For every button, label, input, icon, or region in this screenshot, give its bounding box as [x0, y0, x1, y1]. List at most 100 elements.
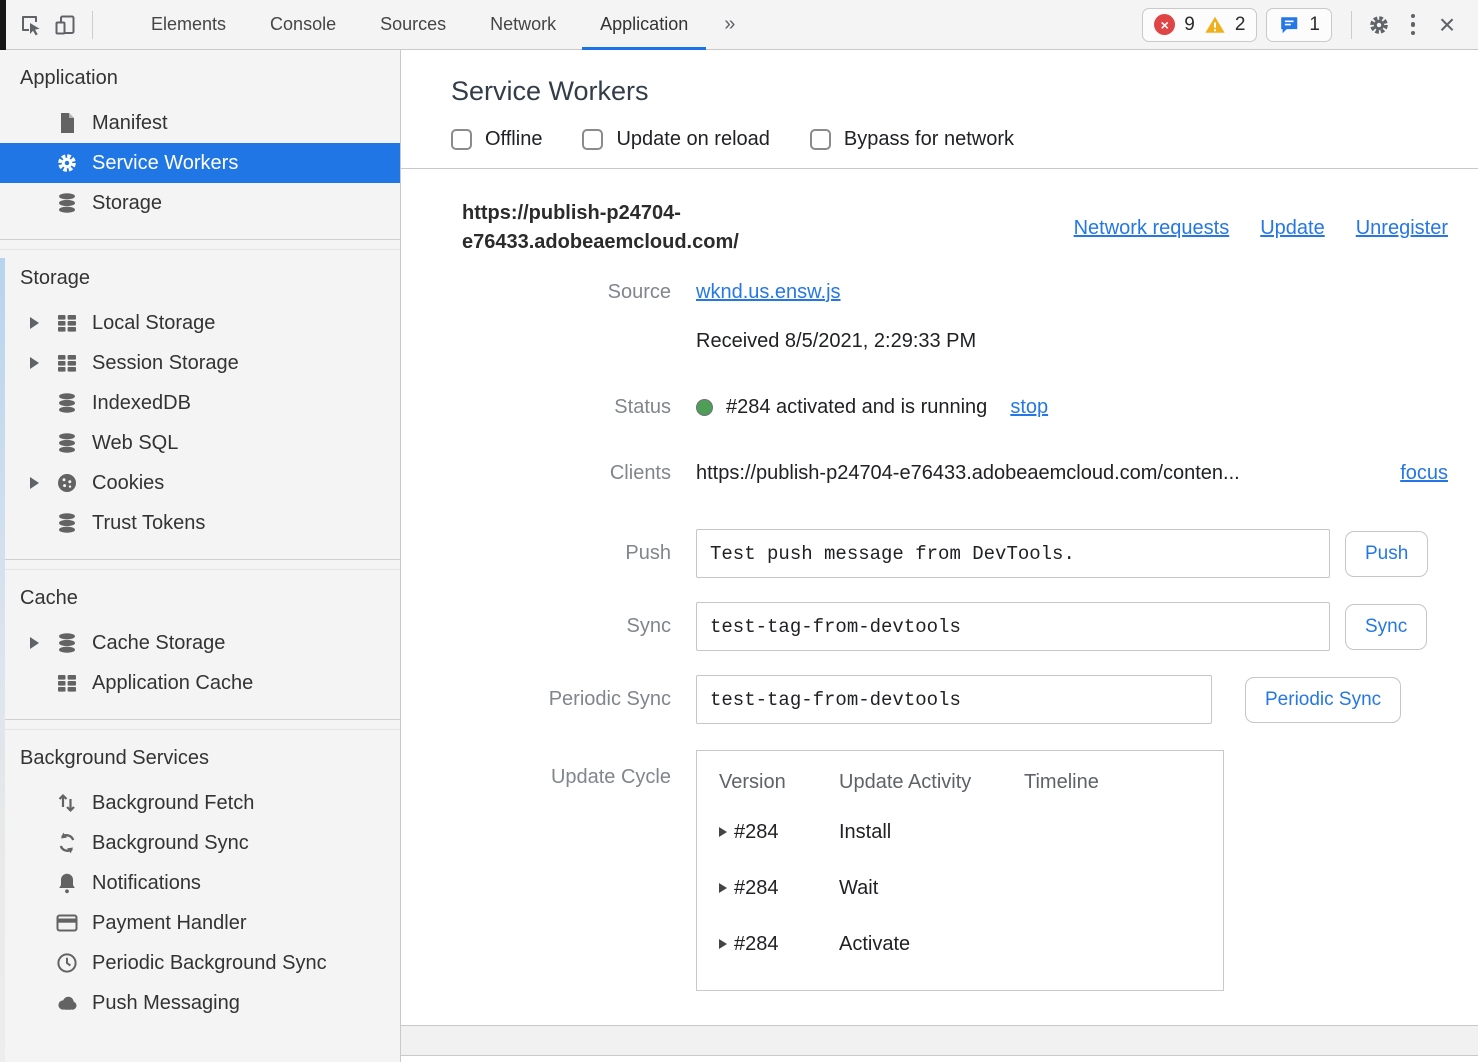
table-row: #284 Wait — [719, 860, 1223, 916]
devtools-toolbar: Elements Console Sources Network Applica… — [0, 0, 1478, 50]
sidebar-item-application-cache[interactable]: Application Cache — [0, 663, 400, 703]
update-cycle-table: Version Update Activity Timeline #284 In… — [696, 750, 1224, 991]
source-file-link[interactable]: wknd.us.ensw.js — [696, 281, 841, 303]
sidebar-item-periodic-background-sync[interactable]: Periodic Background Sync — [0, 943, 400, 983]
sidebar-item-label: Push Messaging — [92, 991, 240, 1014]
payment-card-icon — [55, 911, 79, 935]
expand-arrow-icon[interactable] — [30, 357, 55, 369]
page-title: Service Workers — [451, 76, 649, 106]
push-button[interactable]: Push — [1345, 530, 1429, 577]
table-icon — [55, 671, 79, 695]
sync-tag-input[interactable] — [696, 602, 1330, 651]
status-running-dot-icon — [696, 399, 713, 416]
inspect-element-icon[interactable] — [14, 8, 48, 42]
checkbox-label: Update on reload — [616, 128, 770, 150]
sidebar-item-storage[interactable]: Storage — [0, 183, 400, 223]
tab-console[interactable]: Console — [270, 13, 337, 34]
sync-label: Sync — [626, 615, 671, 637]
tab-elements[interactable]: Elements — [151, 13, 227, 34]
push-message-input[interactable] — [696, 529, 1330, 578]
sidebar-item-cookies[interactable]: Cookies — [0, 463, 400, 503]
sidebar-item-label: Background Fetch — [92, 791, 255, 814]
messages-badge[interactable]: 1 — [1266, 7, 1332, 42]
sidebar-item-label: Trust Tokens — [92, 511, 206, 534]
service-worker-options: Offline Update on reload Bypass for netw… — [451, 128, 1478, 151]
sidebar-item-trust-tokens[interactable]: Trust Tokens — [0, 503, 400, 543]
expand-arrow-icon[interactable] — [719, 827, 727, 837]
sidebar-item-push-messaging[interactable]: Push Messaging — [0, 983, 400, 1023]
sidebar-item-local-storage[interactable]: Local Storage — [0, 303, 400, 343]
update-on-reload-checkbox-row: Update on reload — [582, 128, 770, 151]
expand-arrow-icon[interactable] — [719, 939, 727, 949]
focus-link[interactable]: focus — [1400, 462, 1448, 484]
expand-arrow-icon[interactable] — [30, 317, 55, 329]
document-icon — [55, 111, 79, 135]
sidebar-item-label: Background Sync — [92, 831, 249, 854]
warning-count: 2 — [1234, 13, 1246, 35]
sidebar-item-cache-storage[interactable]: Cache Storage — [0, 623, 400, 663]
unregister-link[interactable]: Unregister — [1355, 216, 1448, 239]
version-cell: #284 — [734, 820, 779, 843]
column-header-update-activity: Update Activity — [839, 771, 972, 793]
close-icon[interactable]: × — [1438, 8, 1456, 40]
periodic-sync-button[interactable]: Periodic Sync — [1245, 676, 1402, 723]
tab-network[interactable]: Network — [490, 13, 557, 34]
sidebar-item-payment-handler[interactable]: Payment Handler — [0, 903, 400, 943]
sidebar-item-label: Web SQL — [92, 431, 179, 454]
sidebar-item-manifest[interactable]: Manifest — [0, 103, 400, 143]
sidebar-item-label: IndexedDB — [92, 391, 191, 414]
warning-icon — [1205, 16, 1225, 33]
expand-arrow-icon[interactable] — [30, 637, 55, 649]
offline-checkbox-row: Offline — [451, 128, 542, 151]
sidebar-item-label: Cookies — [92, 471, 165, 494]
section-title: Storage — [20, 267, 91, 289]
table-row: #284 Activate — [719, 916, 1223, 972]
sidebar-item-background-sync[interactable]: Background Sync — [0, 823, 400, 863]
next-worker-section-band — [401, 1025, 1478, 1056]
database-icon — [55, 631, 79, 655]
settings-gear-icon[interactable] — [1362, 8, 1396, 42]
network-requests-link[interactable]: Network requests — [1073, 216, 1230, 239]
database-icon — [55, 191, 79, 215]
tab-application[interactable]: Application — [578, 0, 710, 50]
tab-sources[interactable]: Sources — [380, 13, 447, 34]
client-url: https://publish-p24704-e76433.adobeaemcl… — [696, 462, 1240, 484]
update-on-reload-checkbox[interactable] — [582, 129, 604, 150]
sidebar-item-label: Cache Storage — [92, 631, 226, 654]
sidebar-item-session-storage[interactable]: Session Storage — [0, 343, 400, 383]
device-toolbar-icon[interactable] — [48, 8, 82, 42]
sidebar-item-notifications[interactable]: Notifications — [0, 863, 400, 903]
update-cycle-header-row: Version Update Activity Timeline — [719, 763, 1223, 804]
update-link[interactable]: Update — [1260, 216, 1325, 239]
expand-arrow-icon[interactable] — [719, 883, 727, 893]
more-options-kebab-icon[interactable] — [1396, 13, 1430, 36]
periodic-sync-label: Periodic Sync — [548, 688, 671, 710]
service-worker-details: https://publish-p24704- e76433.adobeaemc… — [401, 169, 1478, 991]
sidebar-section-background-services: Background Services Background Fetch Bac… — [0, 729, 400, 1039]
sidebar-item-indexeddb[interactable]: IndexedDB — [0, 383, 400, 423]
sidebar-item-label: Application Cache — [92, 671, 254, 694]
sidebar-item-background-fetch[interactable]: Background Fetch — [0, 783, 400, 823]
bypass-for-network-checkbox[interactable] — [809, 129, 831, 150]
stop-link[interactable]: stop — [1010, 396, 1049, 418]
more-tabs-icon[interactable]: » — [724, 12, 736, 35]
toolbar-divider — [92, 10, 93, 39]
update-cycle-label: Update Cycle — [550, 766, 671, 788]
expand-arrow-icon[interactable] — [30, 477, 55, 489]
console-issues-badge[interactable]: × 9 2 — [1142, 7, 1258, 42]
sidebar-item-service-workers[interactable]: Service Workers — [0, 143, 400, 183]
sidebar-item-label: Local Storage — [92, 311, 216, 334]
sidebar-item-web-sql[interactable]: Web SQL — [0, 423, 400, 463]
version-cell: #284 — [734, 876, 779, 899]
sidebar-item-label: Payment Handler — [92, 911, 247, 934]
activity-cell: Wait — [839, 876, 879, 899]
bypass-for-network-checkbox-row: Bypass for network — [809, 128, 1014, 151]
offline-checkbox[interactable] — [451, 129, 472, 150]
bell-icon — [55, 871, 79, 895]
panel-tabs: Elements Console Sources Network Applica… — [129, 0, 749, 50]
periodic-sync-tag-input[interactable] — [696, 675, 1212, 724]
sync-button[interactable]: Sync — [1345, 603, 1428, 650]
divider — [401, 168, 1478, 169]
column-header-timeline: Timeline — [1024, 771, 1099, 793]
